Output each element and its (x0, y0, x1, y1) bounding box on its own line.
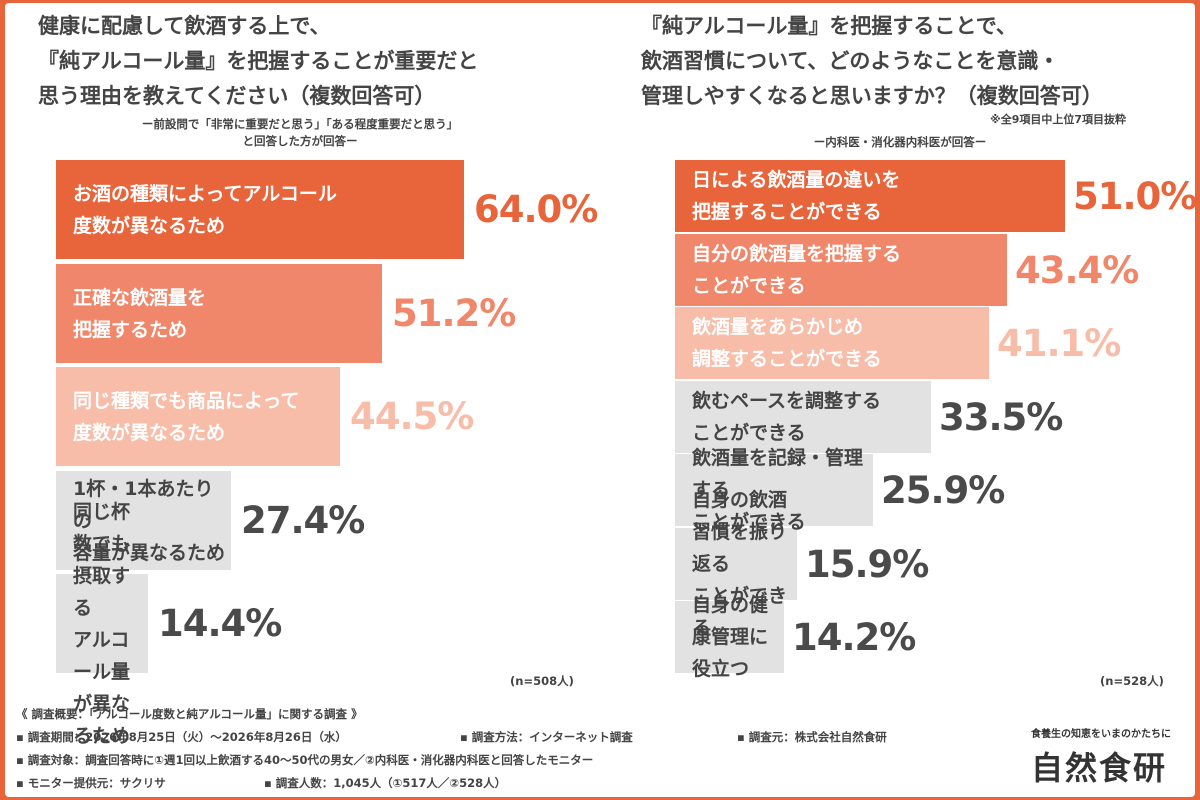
bar-category-label: 1杯・1本あたりの 容量が異なるため (73, 477, 226, 564)
left-sample-size: (n=508人) (510, 674, 574, 688)
survey-target: ▪ 調査対象：調査回答時に①週1回以上飲酒する40～50代の男女／②内科医・消化… (16, 753, 594, 767)
bar-value-label: 51.2% (392, 292, 516, 335)
left-chart-title: 健康に配慮して飲酒する上で、 『純アルコール量』を把握することが重要だと 思う理… (38, 14, 479, 108)
bar-4: 1杯・1本あたりの 容量が異なるため (56, 471, 231, 570)
survey-period: ▪ 調査期間：2026年8月25日（火）～2026年8月26日（水） (16, 730, 347, 744)
infographic-card: 健康に配慮して飲酒する上で、 『純アルコール量』を把握することが重要だと 思う理… (5, 3, 1197, 797)
survey-count: ▪ 調査人数：1,045人（①517人／②528人） (264, 776, 507, 790)
monitor-provider: ▪ モニター提供元：サクリサ (16, 776, 166, 790)
right-chart-subtitle: ー内科医・消化器内科医が回答ー (813, 135, 987, 149)
bar-category-label: 自身の健康管理に役立つ (692, 594, 769, 680)
bar-value-label: 14.2% (792, 616, 916, 659)
bar-category-label: 同じ杯数でも摂取する アルコール量が異なるため (73, 500, 131, 747)
bar-3: 同じ種類でも商品によって 度数が異なるため (56, 367, 340, 466)
bar-5: 飲酒量を記録・管理する ことができる (675, 447, 873, 533)
survey-footer: 《 調査概要：「アルコール度数と純アルコール量」に関する調査 》 ▪ 調査期間：… (5, 703, 1195, 797)
bar-category-label: 日による飲酒量の違いを 把握することができる (692, 169, 901, 223)
bar-value-label: 64.0% (474, 188, 598, 231)
right-chart-title: 『純アルコール量』を把握することで、 飲酒習慣について、どのようなことを意識・ … (641, 14, 1103, 108)
bar-value-label: 25.9% (881, 469, 1005, 512)
bar-value-label: 27.4% (241, 499, 365, 542)
bar-value-label: 41.1% (997, 322, 1121, 365)
bar-category-label: 飲酒量をあらかじめ 調整することができる (692, 316, 882, 370)
brand-tagline: 食養生の知恵をいまのかたちに (1031, 729, 1171, 740)
bar-category-label: 飲酒量を記録・管理する ことができる (692, 447, 864, 533)
right-sample-size: (n=528人) (1100, 674, 1164, 688)
bar-value-label: 44.5% (350, 395, 474, 438)
bar-category-label: 飲むペースを調整する ことができる (692, 390, 882, 444)
bar-value-label: 14.4% (158, 602, 282, 645)
bar-2: 正確な飲酒量を 把握するため (56, 264, 382, 363)
survey-method: ▪ 調査方法：インターネット調査 (460, 730, 633, 744)
bar-7: 自身の健康管理に役立つ (675, 594, 784, 680)
bar-2: 自分の飲酒量を把握する ことができる (675, 234, 1007, 306)
survey-source: ▪ 調査元：株式会社自然食研 (737, 730, 887, 744)
bar-value-label: 43.4% (1015, 249, 1139, 292)
bar-5: 同じ杯数でも摂取する アルコール量が異なるため (56, 501, 148, 747)
bar-category-label: 正確な飲酒量を 把握するため (73, 286, 207, 341)
brand-logo: 自然食研 (1031, 749, 1168, 787)
bar-6: 自身の飲酒習慣を振り返る ことができる (675, 489, 797, 639)
bar-category-label: お酒の種類によってアルコール 度数が異なるため (73, 182, 337, 237)
bar-value-label: 51.0% (1073, 175, 1197, 218)
bar-category-label: 同じ種類でも商品によって 度数が異なるため (73, 389, 300, 444)
bar-category-label: 自身の飲酒習慣を振り返る ことができる (692, 489, 788, 639)
right-chart-note: ※全9項目中上位7項目抜粋 (990, 113, 1127, 126)
bar-value-label: 15.9% (805, 543, 929, 586)
bar-category-label: 自分の飲酒量を把握する ことができる (692, 243, 902, 297)
bar-3: 飲酒量をあらかじめ 調整することができる (675, 307, 989, 379)
survey-overview: 《 調査概要：「アルコール度数と純アルコール量」に関する調査 》 (16, 707, 363, 721)
left-chart-subtitle: ー前設問で「非常に重要だと思う」「ある程度重要だと思う」 と回答した方が回答ー (141, 117, 459, 148)
bar-value-label: 33.5% (939, 396, 1063, 439)
bar-1: お酒の種類によってアルコール 度数が異なるため (56, 160, 464, 259)
bar-4: 飲むペースを調整する ことができる (675, 381, 931, 453)
bar-1: 日による飲酒量の違いを 把握することができる (675, 160, 1065, 232)
